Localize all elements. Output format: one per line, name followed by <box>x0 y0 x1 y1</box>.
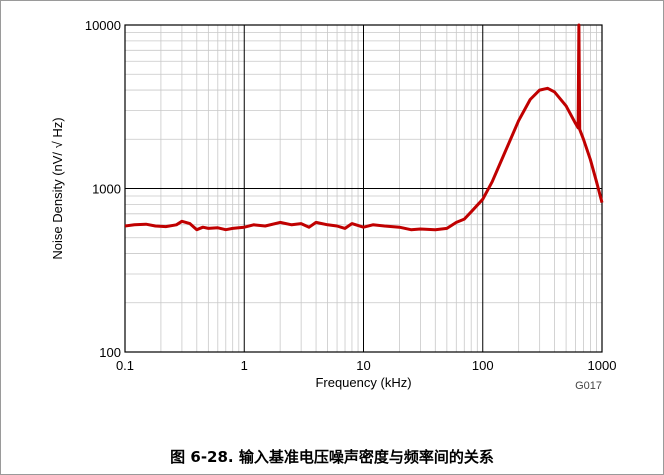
x-tick-label: 0.1 <box>116 358 134 373</box>
x-tick-label: 1 <box>241 358 248 373</box>
x-tick-label: 10 <box>356 358 370 373</box>
x-tick-label: 100 <box>472 358 494 373</box>
plot-border <box>124 24 603 353</box>
y-tick-label: 10000 <box>85 18 121 33</box>
figure-caption: 图 6-28. 输入基准电压噪声密度与频率间的关系 <box>170 448 494 466</box>
y-axis-label: Noise Density (nV/ √ Hz) <box>50 117 65 259</box>
x-tick-labels: 0.1 1 10 100 1000 <box>116 358 617 373</box>
series-noise-density-line <box>124 23 604 232</box>
x-tick-label: 1000 <box>588 358 617 373</box>
noise-density-chart: 0.1 1 10 100 1000 100 1000 10000 Frequency (kH… <box>50 18 617 392</box>
y-tick-label: 100 <box>99 345 121 360</box>
y-tick-labels: 100 1000 10000 <box>85 18 121 360</box>
figure-code-label: G017 <box>575 380 602 392</box>
y-tick-label: 1000 <box>92 182 121 197</box>
x-axis-label: Frequency (kHz) <box>315 375 411 390</box>
